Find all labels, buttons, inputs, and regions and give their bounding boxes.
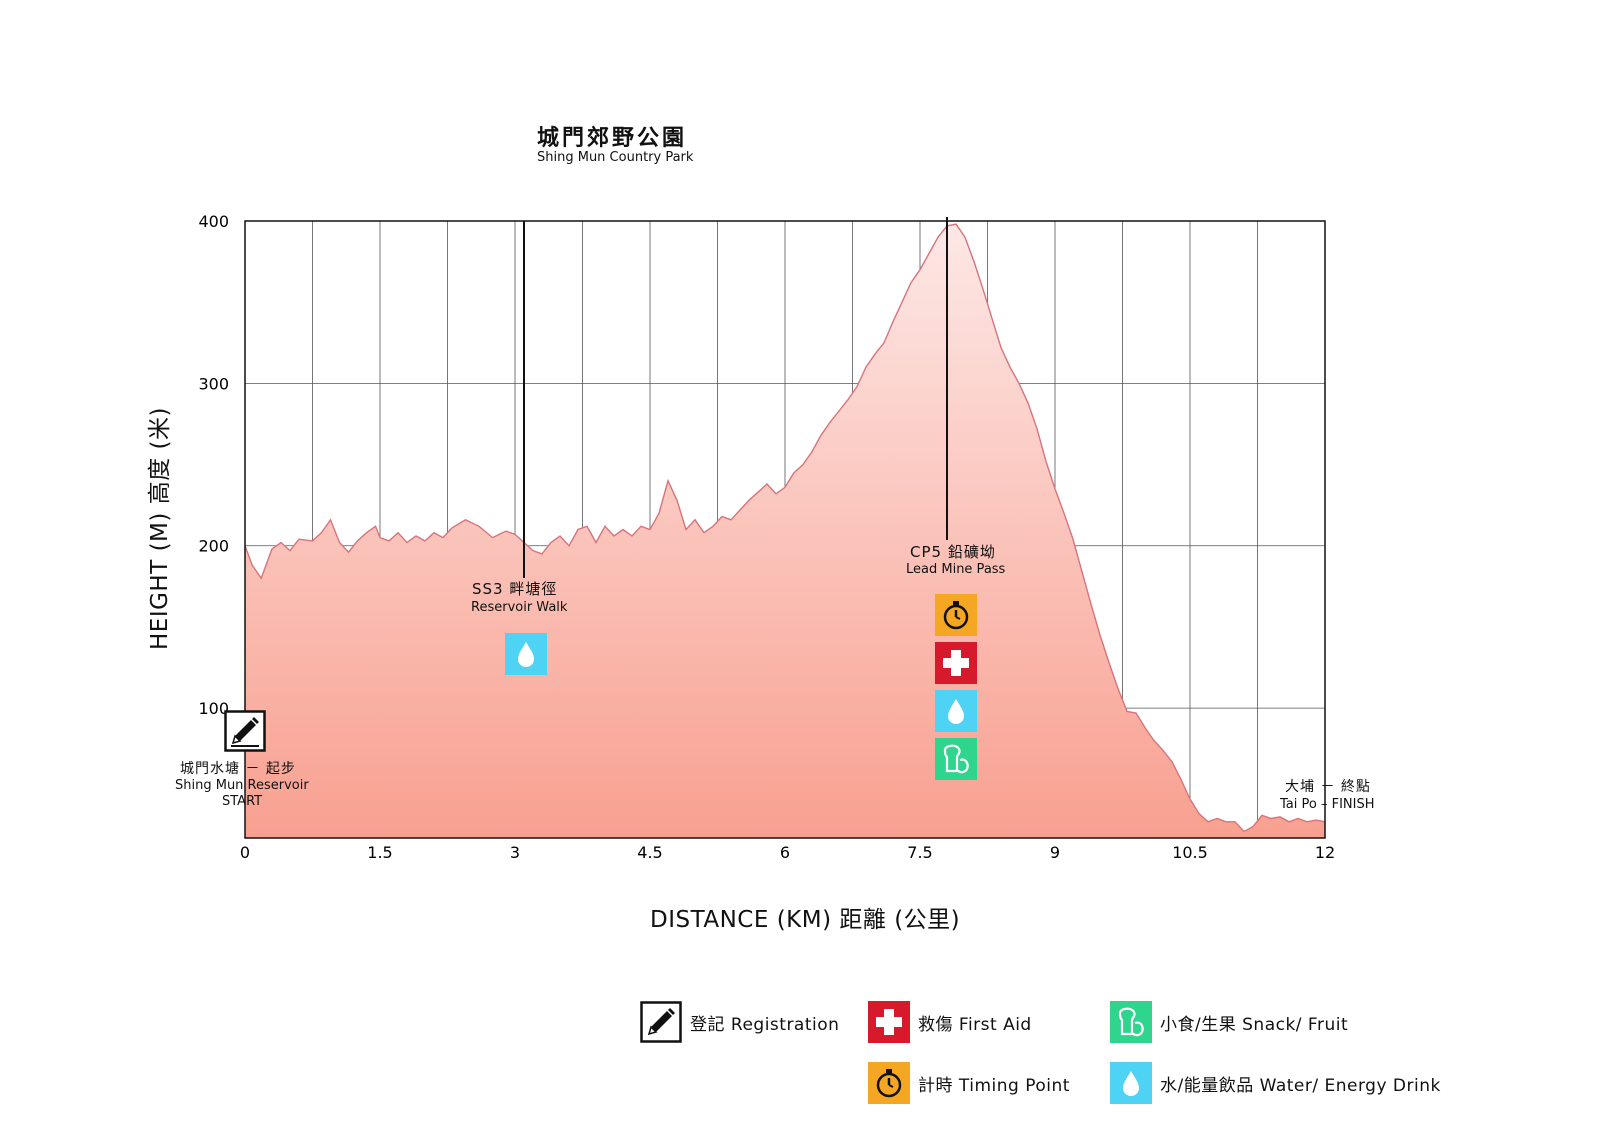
start-label-start: START — [222, 794, 263, 809]
registration-icon — [640, 1001, 682, 1043]
first-aid-icon — [868, 1001, 910, 1043]
legend-first-aid: 救傷 First Aid — [868, 1001, 1032, 1043]
legend-timing-label: 計時 Timing Point — [918, 1075, 1070, 1096]
timing-icon — [935, 594, 977, 636]
x-tick-label: 1.5 — [367, 843, 392, 862]
finish-label-en: Tai Po – FINISH — [1280, 797, 1375, 812]
legend-water: 水/能量飲品 Water/ Energy Drink — [1110, 1062, 1441, 1104]
y-axis-title: HEIGHT (M) 高度 (米) — [147, 407, 173, 650]
finish-label-zh: 大埔 － 終點 — [1285, 779, 1371, 795]
start-label-zh: 城門水塘 － 起步 — [180, 761, 296, 777]
elevation-line — [244, 223, 1326, 833]
x-tick-label: 6 — [780, 843, 790, 862]
water-icon — [935, 690, 977, 732]
snack-icon — [935, 738, 977, 780]
legend-water-label: 水/能量飲品 Water/ Energy Drink — [1160, 1075, 1441, 1096]
water-icon — [1110, 1062, 1152, 1104]
axis-ticks: 0 1.5 3 4.5 6 7.5 9 10.5 12 100 200 300 400 — [198, 212, 1335, 862]
park-title-zh: 城門郊野公園 — [537, 126, 688, 151]
legend-registration: 登記 Registration — [640, 1001, 839, 1043]
cp5-label-en: Lead Mine Pass — [906, 562, 1006, 577]
x-tick-label: 4.5 — [637, 843, 662, 862]
x-tick-label: 10.5 — [1172, 843, 1208, 862]
elevation-area — [245, 224, 1325, 838]
start-label-en: Shing Mun Reservoir — [175, 778, 309, 793]
x-tick-label: 0 — [240, 843, 250, 862]
y-tick-label: 100 — [198, 699, 229, 718]
x-tick-label: 7.5 — [907, 843, 932, 862]
legend-first-aid-label: 救傷 First Aid — [918, 1014, 1032, 1035]
water-icon — [505, 633, 547, 675]
legend-snack: 小食/生果 Snack/ Fruit — [1110, 1001, 1348, 1043]
legend-registration-label: 登記 Registration — [690, 1014, 840, 1035]
y-tick-label: 300 — [198, 374, 229, 393]
x-tick-label: 9 — [1050, 843, 1060, 862]
first-aid-icon — [935, 642, 977, 684]
x-tick-label: 12 — [1315, 843, 1335, 862]
y-tick-label: 200 — [198, 537, 229, 556]
timing-icon — [868, 1062, 910, 1104]
snack-icon — [1110, 1001, 1152, 1043]
legend-snack-label: 小食/生果 Snack/ Fruit — [1160, 1014, 1349, 1035]
ss3-label-zh: SS3 畔塘徑 — [472, 580, 558, 598]
legend-timing: 計時 Timing Point — [868, 1062, 1070, 1104]
cp5-label-zh: CP5 鉛礦坳 — [910, 543, 996, 561]
registration-icon — [224, 710, 266, 752]
plot-frame — [244, 220, 1326, 839]
ss3-label-en: Reservoir Walk — [471, 600, 568, 615]
park-title-en: Shing Mun Country Park — [537, 150, 694, 165]
x-axis-title: DISTANCE (KM) 距離 (公里) — [650, 907, 961, 933]
x-tick-label: 3 — [510, 843, 520, 862]
y-tick-label: 400 — [198, 212, 229, 231]
